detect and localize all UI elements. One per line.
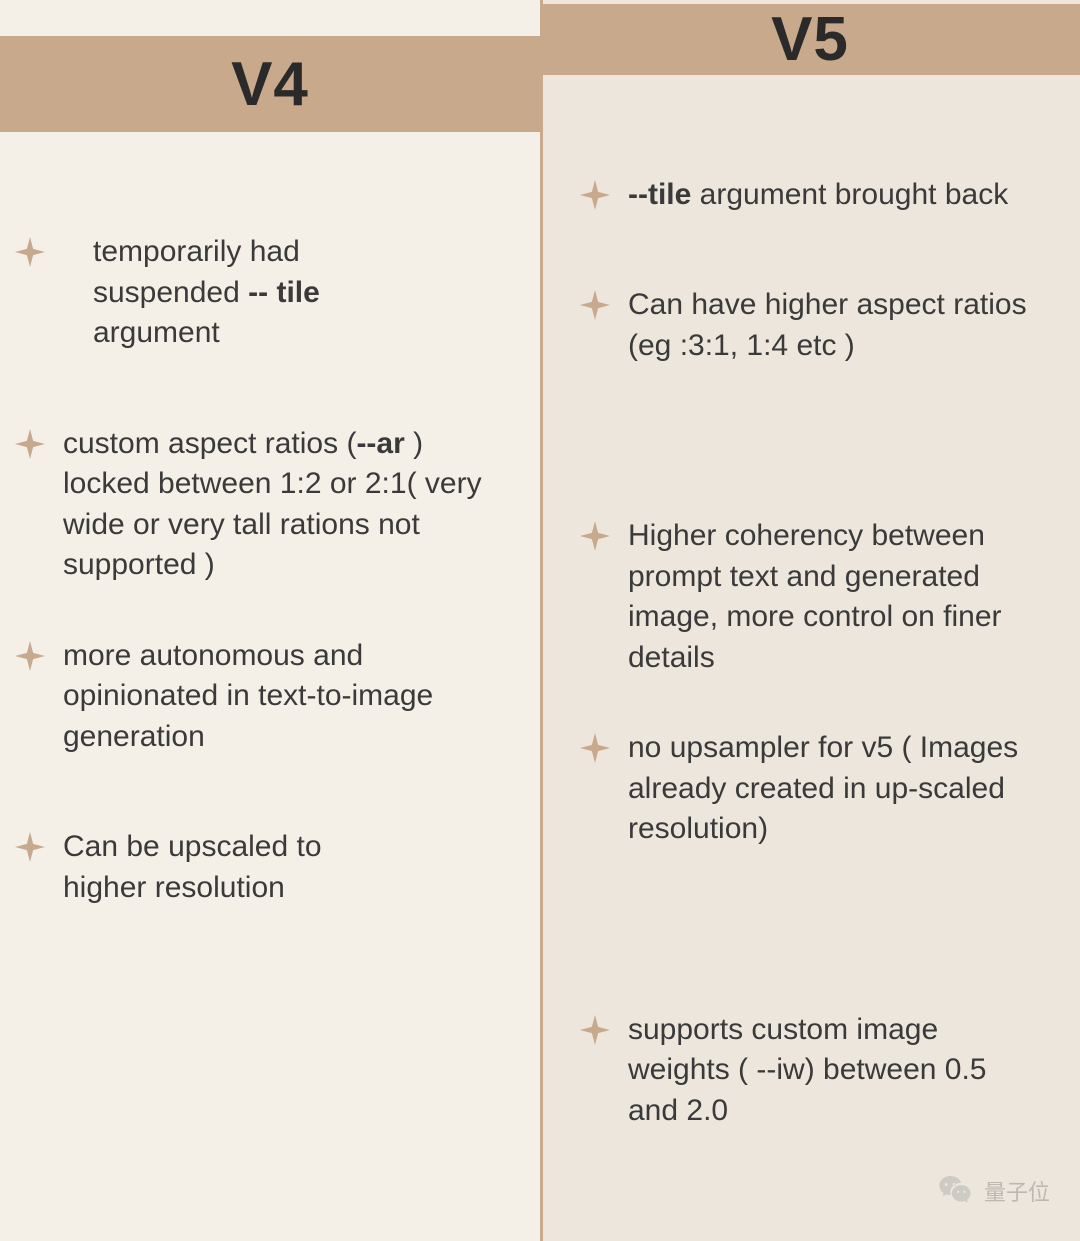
feature-text: supports custom image weights ( --iw) be… [628, 1010, 1040, 1132]
list-item: custom aspect ratios (--ar ) locked betw… [15, 424, 500, 586]
list-item: supports custom image weights ( --iw) be… [580, 1010, 1040, 1132]
feature-text: more autonomous and opinionated in text-… [63, 636, 443, 758]
sparkle-icon [580, 521, 610, 551]
list-item: Higher coherency between prompt text and… [580, 516, 1040, 678]
text-post: argument [93, 316, 220, 349]
text-pre: more autonomous and opinionated in text-… [63, 639, 433, 753]
column-v5: V5 --tile argument brought back Can have… [540, 0, 1080, 1241]
sparkle-icon [580, 1015, 610, 1045]
top-strip-left [0, 0, 540, 36]
sparkle-icon [15, 832, 45, 862]
sparkle-icon [580, 180, 610, 210]
body-v5: --tile argument brought back Can have hi… [540, 75, 1080, 1241]
feature-text: Higher coherency between prompt text and… [628, 516, 1040, 678]
list-item: Can be upscaled to higher resolution [15, 827, 500, 908]
column-v4: V4 temporarily had suspended -- tile arg… [0, 0, 540, 1241]
text-pre: Higher coherency between prompt text and… [628, 519, 1002, 674]
list-item: temporarily had suspended -- tile argume… [15, 232, 500, 354]
feature-text: no upsampler for v5 ( Images already cre… [628, 728, 1040, 850]
text-bold: -- tile [248, 276, 320, 309]
sparkle-icon [15, 429, 45, 459]
header-band-right: V5 [540, 4, 1080, 75]
list-item: more autonomous and opinionated in text-… [15, 636, 500, 758]
text-pre: Can have higher aspect ratios (eg :3:1, … [628, 288, 1027, 362]
watermark-text: 量子位 [984, 1175, 1050, 1207]
header-title-v5: V5 [771, 4, 849, 75]
sparkle-icon [15, 641, 45, 671]
feature-text: custom aspect ratios (--ar ) locked betw… [63, 424, 500, 586]
text-pre: supports custom image weights ( --iw) be… [628, 1013, 986, 1127]
text-post: argument brought back [691, 178, 1008, 211]
column-divider [540, 0, 543, 1241]
list-item: no upsampler for v5 ( Images already cre… [580, 728, 1040, 940]
list-item: --tile argument brought back [580, 175, 1040, 216]
wechat-icon [936, 1171, 976, 1211]
feature-text: temporarily had suspended -- tile argume… [63, 232, 393, 354]
feature-text: Can be upscaled to higher resolution [63, 827, 413, 908]
body-v4: temporarily had suspended -- tile argume… [0, 132, 540, 1241]
sparkle-icon [15, 237, 45, 267]
text-bold: --ar [356, 427, 404, 460]
feature-text: Can have higher aspect ratios (eg :3:1, … [628, 285, 1040, 366]
header-band-left: V4 [0, 36, 540, 132]
text-pre: no upsampler for v5 ( Images already cre… [628, 731, 1018, 845]
text-pre: Can be upscaled to higher resolution [63, 830, 322, 904]
header-title-v4: V4 [231, 49, 309, 120]
sparkle-icon [580, 290, 610, 320]
sparkle-icon [580, 733, 610, 763]
watermark: 量子位 [936, 1171, 1050, 1211]
text-pre: custom aspect ratios ( [63, 427, 356, 460]
feature-text: --tile argument brought back [628, 175, 1008, 216]
text-bold: --tile [628, 178, 691, 211]
list-item: Can have higher aspect ratios (eg :3:1, … [580, 285, 1040, 446]
